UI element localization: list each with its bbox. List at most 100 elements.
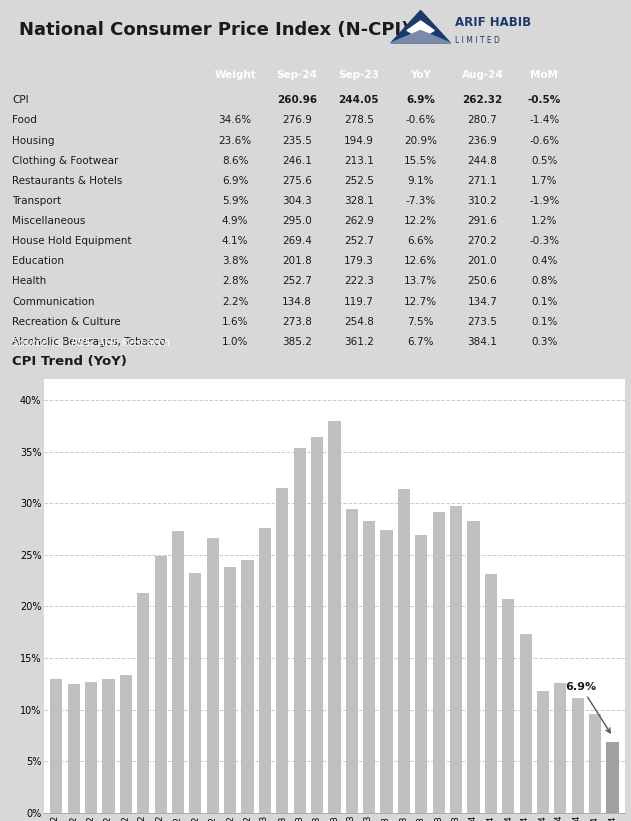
Bar — [346, 510, 358, 813]
Text: 12.2%: 12.2% — [404, 216, 437, 226]
Bar — [450, 507, 462, 813]
Text: CPI Trend (YoY): CPI Trend (YoY) — [13, 355, 127, 368]
Bar — [207, 539, 219, 813]
Text: 8.6%: 8.6% — [222, 156, 249, 166]
Text: 13.7%: 13.7% — [404, 277, 437, 287]
Text: Restaurants & Hotels: Restaurants & Hotels — [13, 176, 123, 186]
Text: 236.9: 236.9 — [468, 135, 497, 145]
Text: 252.7: 252.7 — [344, 236, 374, 246]
Text: Housing: Housing — [13, 135, 55, 145]
Text: Aug-24: Aug-24 — [462, 70, 504, 80]
Bar — [537, 691, 549, 813]
Bar — [328, 420, 341, 813]
Text: Weight: Weight — [215, 70, 256, 80]
Bar — [468, 521, 480, 813]
Text: ARIF HABIB: ARIF HABIB — [454, 16, 531, 30]
Text: Alcoholic Beverages, Tobacco: Alcoholic Beverages, Tobacco — [13, 337, 167, 346]
Polygon shape — [391, 30, 451, 43]
Text: 4.9%: 4.9% — [222, 216, 249, 226]
Text: 2.8%: 2.8% — [222, 277, 249, 287]
Text: Transport: Transport — [13, 196, 62, 206]
Text: 1.2%: 1.2% — [531, 216, 558, 226]
Bar — [242, 560, 254, 813]
Bar — [363, 521, 375, 813]
Text: Clothing & Footwear: Clothing & Footwear — [13, 156, 119, 166]
Text: L I M I T E D: L I M I T E D — [454, 35, 500, 44]
Bar — [172, 531, 184, 813]
Text: 20.9%: 20.9% — [404, 135, 437, 145]
Polygon shape — [407, 21, 434, 38]
Bar — [276, 488, 288, 813]
Text: 244.8: 244.8 — [468, 156, 497, 166]
Text: 244.05: 244.05 — [339, 95, 379, 105]
Text: 269.4: 269.4 — [282, 236, 312, 246]
Text: -1.4%: -1.4% — [529, 116, 560, 126]
Text: 12.7%: 12.7% — [404, 296, 437, 306]
Text: 385.2: 385.2 — [282, 337, 312, 346]
Text: Health: Health — [13, 277, 47, 287]
Text: 295.0: 295.0 — [282, 216, 312, 226]
Bar — [120, 675, 132, 813]
Bar — [606, 741, 618, 813]
Text: 9.1%: 9.1% — [408, 176, 434, 186]
Text: 278.5: 278.5 — [344, 116, 374, 126]
Text: 252.5: 252.5 — [344, 176, 374, 186]
Text: YoY: YoY — [410, 70, 431, 80]
Text: National Consumer Price Index (N-CPI): National Consumer Price Index (N-CPI) — [19, 21, 409, 39]
Text: 1.7%: 1.7% — [531, 176, 558, 186]
Bar — [137, 593, 150, 813]
Text: 15.5%: 15.5% — [404, 156, 437, 166]
Text: 12.6%: 12.6% — [404, 256, 437, 266]
Text: 6.7%: 6.7% — [408, 337, 434, 346]
Text: 273.8: 273.8 — [282, 317, 312, 327]
Text: 6.9%: 6.9% — [565, 682, 610, 733]
Text: 0.4%: 0.4% — [531, 256, 557, 266]
Text: Recreation & Culture: Recreation & Culture — [13, 317, 121, 327]
Text: 6.6%: 6.6% — [408, 236, 434, 246]
Text: 6.9%: 6.9% — [222, 176, 249, 186]
Text: 246.1: 246.1 — [282, 156, 312, 166]
Text: Sep-23: Sep-23 — [338, 70, 379, 80]
Text: 0.8%: 0.8% — [531, 277, 557, 287]
Text: 275.6: 275.6 — [282, 176, 312, 186]
Polygon shape — [391, 11, 451, 43]
Text: 34.6%: 34.6% — [218, 116, 252, 126]
Text: 270.2: 270.2 — [468, 236, 497, 246]
Text: 262.32: 262.32 — [463, 95, 502, 105]
Text: -1.9%: -1.9% — [529, 196, 560, 206]
Text: 252.7: 252.7 — [282, 277, 312, 287]
Text: 4.1%: 4.1% — [222, 236, 249, 246]
Text: 134.7: 134.7 — [468, 296, 497, 306]
Text: Education: Education — [13, 256, 64, 266]
Text: 2.2%: 2.2% — [222, 296, 249, 306]
Text: Source (s): PBS, AHL Research: Source (s): PBS, AHL Research — [13, 337, 170, 347]
Bar — [189, 573, 201, 813]
Bar — [502, 599, 514, 813]
Text: CPI: CPI — [13, 95, 29, 105]
Text: House Hold Equipment: House Hold Equipment — [13, 236, 132, 246]
Text: 250.6: 250.6 — [468, 277, 497, 287]
Text: Miscellaneous: Miscellaneous — [13, 216, 86, 226]
Bar — [50, 679, 62, 813]
Text: -0.3%: -0.3% — [529, 236, 559, 246]
Text: 6.9%: 6.9% — [406, 95, 435, 105]
Text: 271.1: 271.1 — [468, 176, 497, 186]
Text: 222.3: 222.3 — [344, 277, 374, 287]
Text: 119.7: 119.7 — [344, 296, 374, 306]
Text: 0.5%: 0.5% — [531, 156, 557, 166]
Text: 0.1%: 0.1% — [531, 296, 557, 306]
Text: 280.7: 280.7 — [468, 116, 497, 126]
Bar — [589, 713, 601, 813]
Text: 273.5: 273.5 — [468, 317, 497, 327]
Bar — [380, 530, 392, 813]
Text: 384.1: 384.1 — [468, 337, 497, 346]
Text: 23.6%: 23.6% — [218, 135, 252, 145]
Bar — [485, 575, 497, 813]
Text: MoM: MoM — [530, 70, 558, 80]
Bar — [224, 567, 236, 813]
Text: 1.6%: 1.6% — [222, 317, 249, 327]
Text: 0.3%: 0.3% — [531, 337, 557, 346]
Text: 361.2: 361.2 — [344, 337, 374, 346]
Text: 291.6: 291.6 — [468, 216, 497, 226]
Bar — [293, 447, 306, 813]
